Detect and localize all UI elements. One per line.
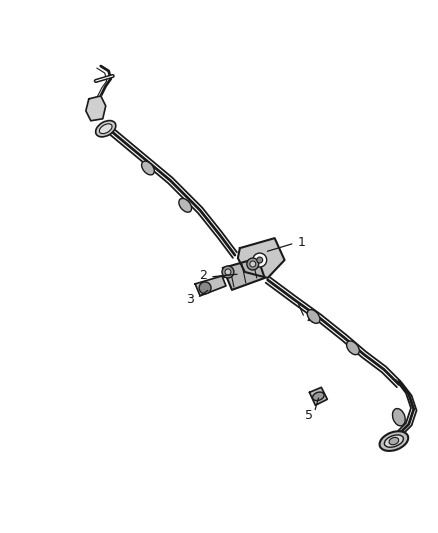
Ellipse shape: [95, 120, 116, 137]
Polygon shape: [195, 276, 226, 296]
Circle shape: [247, 258, 259, 270]
Circle shape: [253, 253, 267, 267]
Ellipse shape: [141, 161, 154, 175]
Text: 5: 5: [305, 409, 314, 422]
Ellipse shape: [389, 438, 399, 445]
Polygon shape: [309, 387, 327, 405]
Ellipse shape: [313, 392, 324, 401]
Ellipse shape: [346, 341, 359, 354]
Text: 1: 1: [297, 236, 305, 248]
Ellipse shape: [307, 310, 320, 324]
Circle shape: [257, 257, 263, 263]
Polygon shape: [86, 96, 106, 121]
Ellipse shape: [380, 431, 408, 451]
Circle shape: [225, 269, 231, 275]
Text: 4: 4: [307, 313, 314, 326]
Text: 2: 2: [199, 270, 207, 282]
Ellipse shape: [385, 435, 403, 447]
Circle shape: [222, 266, 234, 278]
Circle shape: [250, 261, 256, 267]
Ellipse shape: [99, 124, 112, 134]
Polygon shape: [238, 238, 285, 278]
Ellipse shape: [392, 409, 405, 426]
Polygon shape: [223, 258, 265, 290]
Circle shape: [199, 282, 211, 294]
Text: 3: 3: [186, 293, 194, 306]
Ellipse shape: [179, 198, 191, 212]
